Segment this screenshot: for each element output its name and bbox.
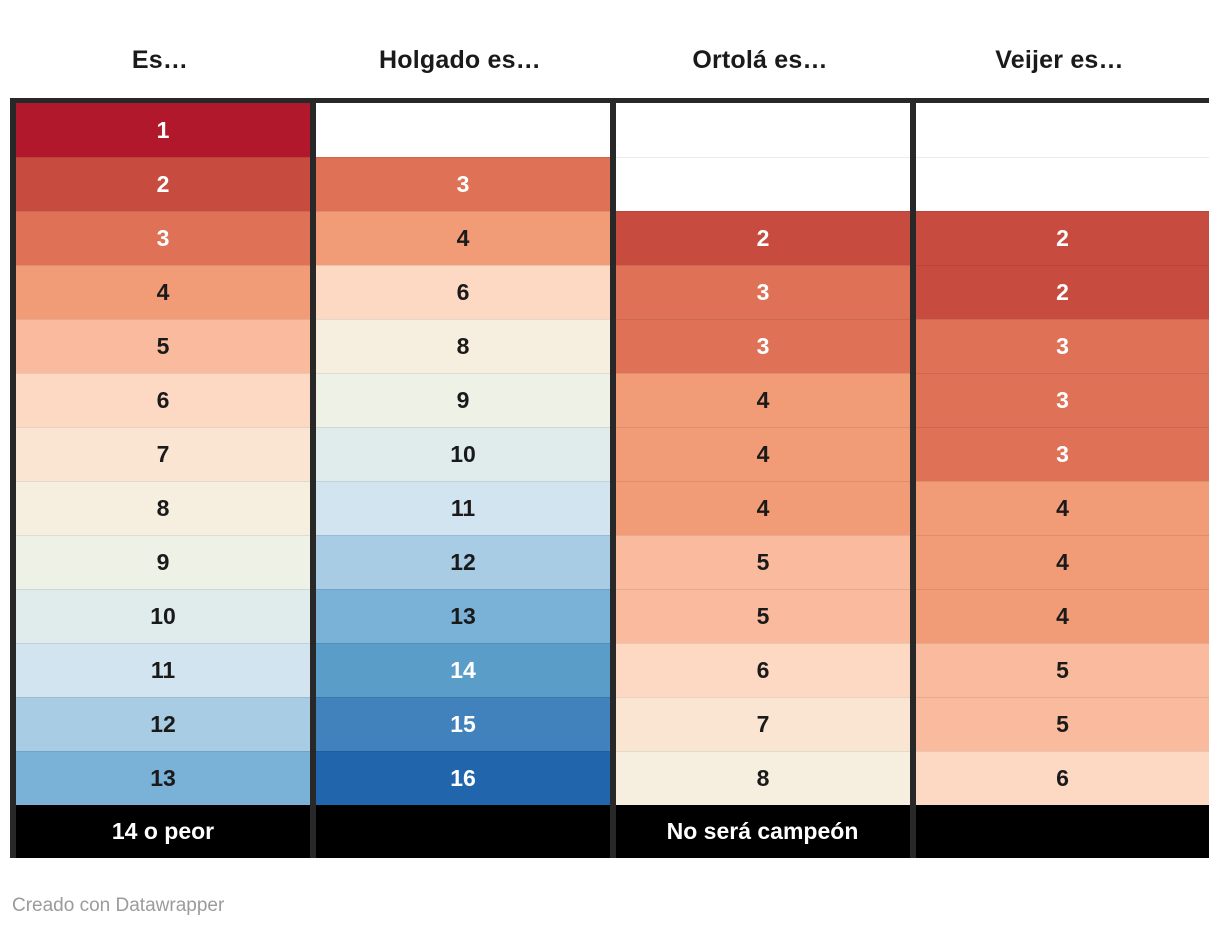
heatmap-cell: 1 <box>16 103 310 157</box>
heatmap-cell: 9 <box>316 373 610 427</box>
column-ortola: 2 3 3 4 4 4 5 5 6 7 8 <box>610 103 910 858</box>
column-veijer: 2 2 3 3 3 4 4 4 5 5 6 <box>910 103 1209 858</box>
heatmap-cell: 5 <box>916 697 1209 751</box>
heatmap-grid: 1 2 3 4 5 6 7 8 9 10 11 12 13 14 o peor … <box>10 98 1209 858</box>
heatmap-cell: 3 <box>616 265 910 319</box>
heatmap-cell: 13 <box>16 751 310 805</box>
heatmap-cell: 4 <box>616 427 910 481</box>
heatmap-cell: 4 <box>316 211 610 265</box>
column-header-veijer: Veijer es… <box>995 46 1124 74</box>
heatmap-cell: 3 <box>316 157 610 211</box>
heatmap-cell: 4 <box>16 265 310 319</box>
heatmap-cell: 10 <box>316 427 610 481</box>
heatmap-cell: 5 <box>916 643 1209 697</box>
column-header-ortola: Ortolá es… <box>692 46 828 74</box>
column-header-holgado: Holgado es… <box>379 46 541 74</box>
footer-cell <box>316 805 610 858</box>
heatmap-cell: 5 <box>616 535 910 589</box>
heatmap-cell: 4 <box>916 589 1209 643</box>
heatmap-cell: 6 <box>316 265 610 319</box>
heatmap-cell: 11 <box>16 643 310 697</box>
heatmap-cell: 3 <box>916 319 1209 373</box>
heatmap-cell: 5 <box>616 589 910 643</box>
heatmap-cell: 16 <box>316 751 610 805</box>
heatmap-cell: 6 <box>616 643 910 697</box>
heatmap-cell: 7 <box>616 697 910 751</box>
column-header-es: Es… <box>131 46 189 74</box>
heatmap-cell: 7 <box>16 427 310 481</box>
heatmap-cell: 3 <box>16 211 310 265</box>
heatmap-cell: 15 <box>316 697 610 751</box>
column-headers-row: Es… Holgado es… Ortolá es… Veijer es… <box>10 46 1209 75</box>
heatmap-cell: 2 <box>916 211 1209 265</box>
column-es: 1 2 3 4 5 6 7 8 9 10 11 12 13 14 o peor <box>10 103 310 858</box>
heatmap-cell <box>316 103 610 157</box>
heatmap-cell: 3 <box>916 373 1209 427</box>
heatmap-cell: 11 <box>316 481 610 535</box>
heatmap-cell: 3 <box>916 427 1209 481</box>
footer-cell <box>916 805 1209 858</box>
heatmap-cell: 2 <box>16 157 310 211</box>
heatmap-cell: 4 <box>616 481 910 535</box>
heatmap-cell: 3 <box>616 319 910 373</box>
heatmap-cell: 8 <box>16 481 310 535</box>
footer-cell <box>616 805 910 858</box>
heatmap-cell: 9 <box>16 535 310 589</box>
heatmap-cell: 14 <box>316 643 610 697</box>
heatmap-cell <box>616 157 910 211</box>
heatmap-cell <box>916 103 1209 157</box>
heatmap-cell: 8 <box>616 751 910 805</box>
heatmap-cell: 2 <box>616 211 910 265</box>
footer-cell-14-o-peor: 14 o peor <box>16 805 310 858</box>
heatmap-cell: 8 <box>316 319 610 373</box>
heatmap-cell: 4 <box>616 373 910 427</box>
heatmap-cell: 2 <box>916 265 1209 319</box>
datawrapper-credit: Creado con Datawrapper <box>12 895 225 916</box>
heatmap-cell: 4 <box>916 535 1209 589</box>
heatmap-cell: 6 <box>16 373 310 427</box>
heatmap-cell <box>916 157 1209 211</box>
heatmap-cell: 13 <box>316 589 610 643</box>
heatmap-cell: 12 <box>16 697 310 751</box>
heatmap-cell: 6 <box>916 751 1209 805</box>
heatmap-cell: 4 <box>916 481 1209 535</box>
heatmap-cell <box>616 103 910 157</box>
heatmap-cell: 12 <box>316 535 610 589</box>
heatmap-cell: 5 <box>16 319 310 373</box>
column-holgado: 3 4 6 8 9 10 11 12 13 14 15 16 <box>310 103 610 858</box>
heatmap-cell: 10 <box>16 589 310 643</box>
